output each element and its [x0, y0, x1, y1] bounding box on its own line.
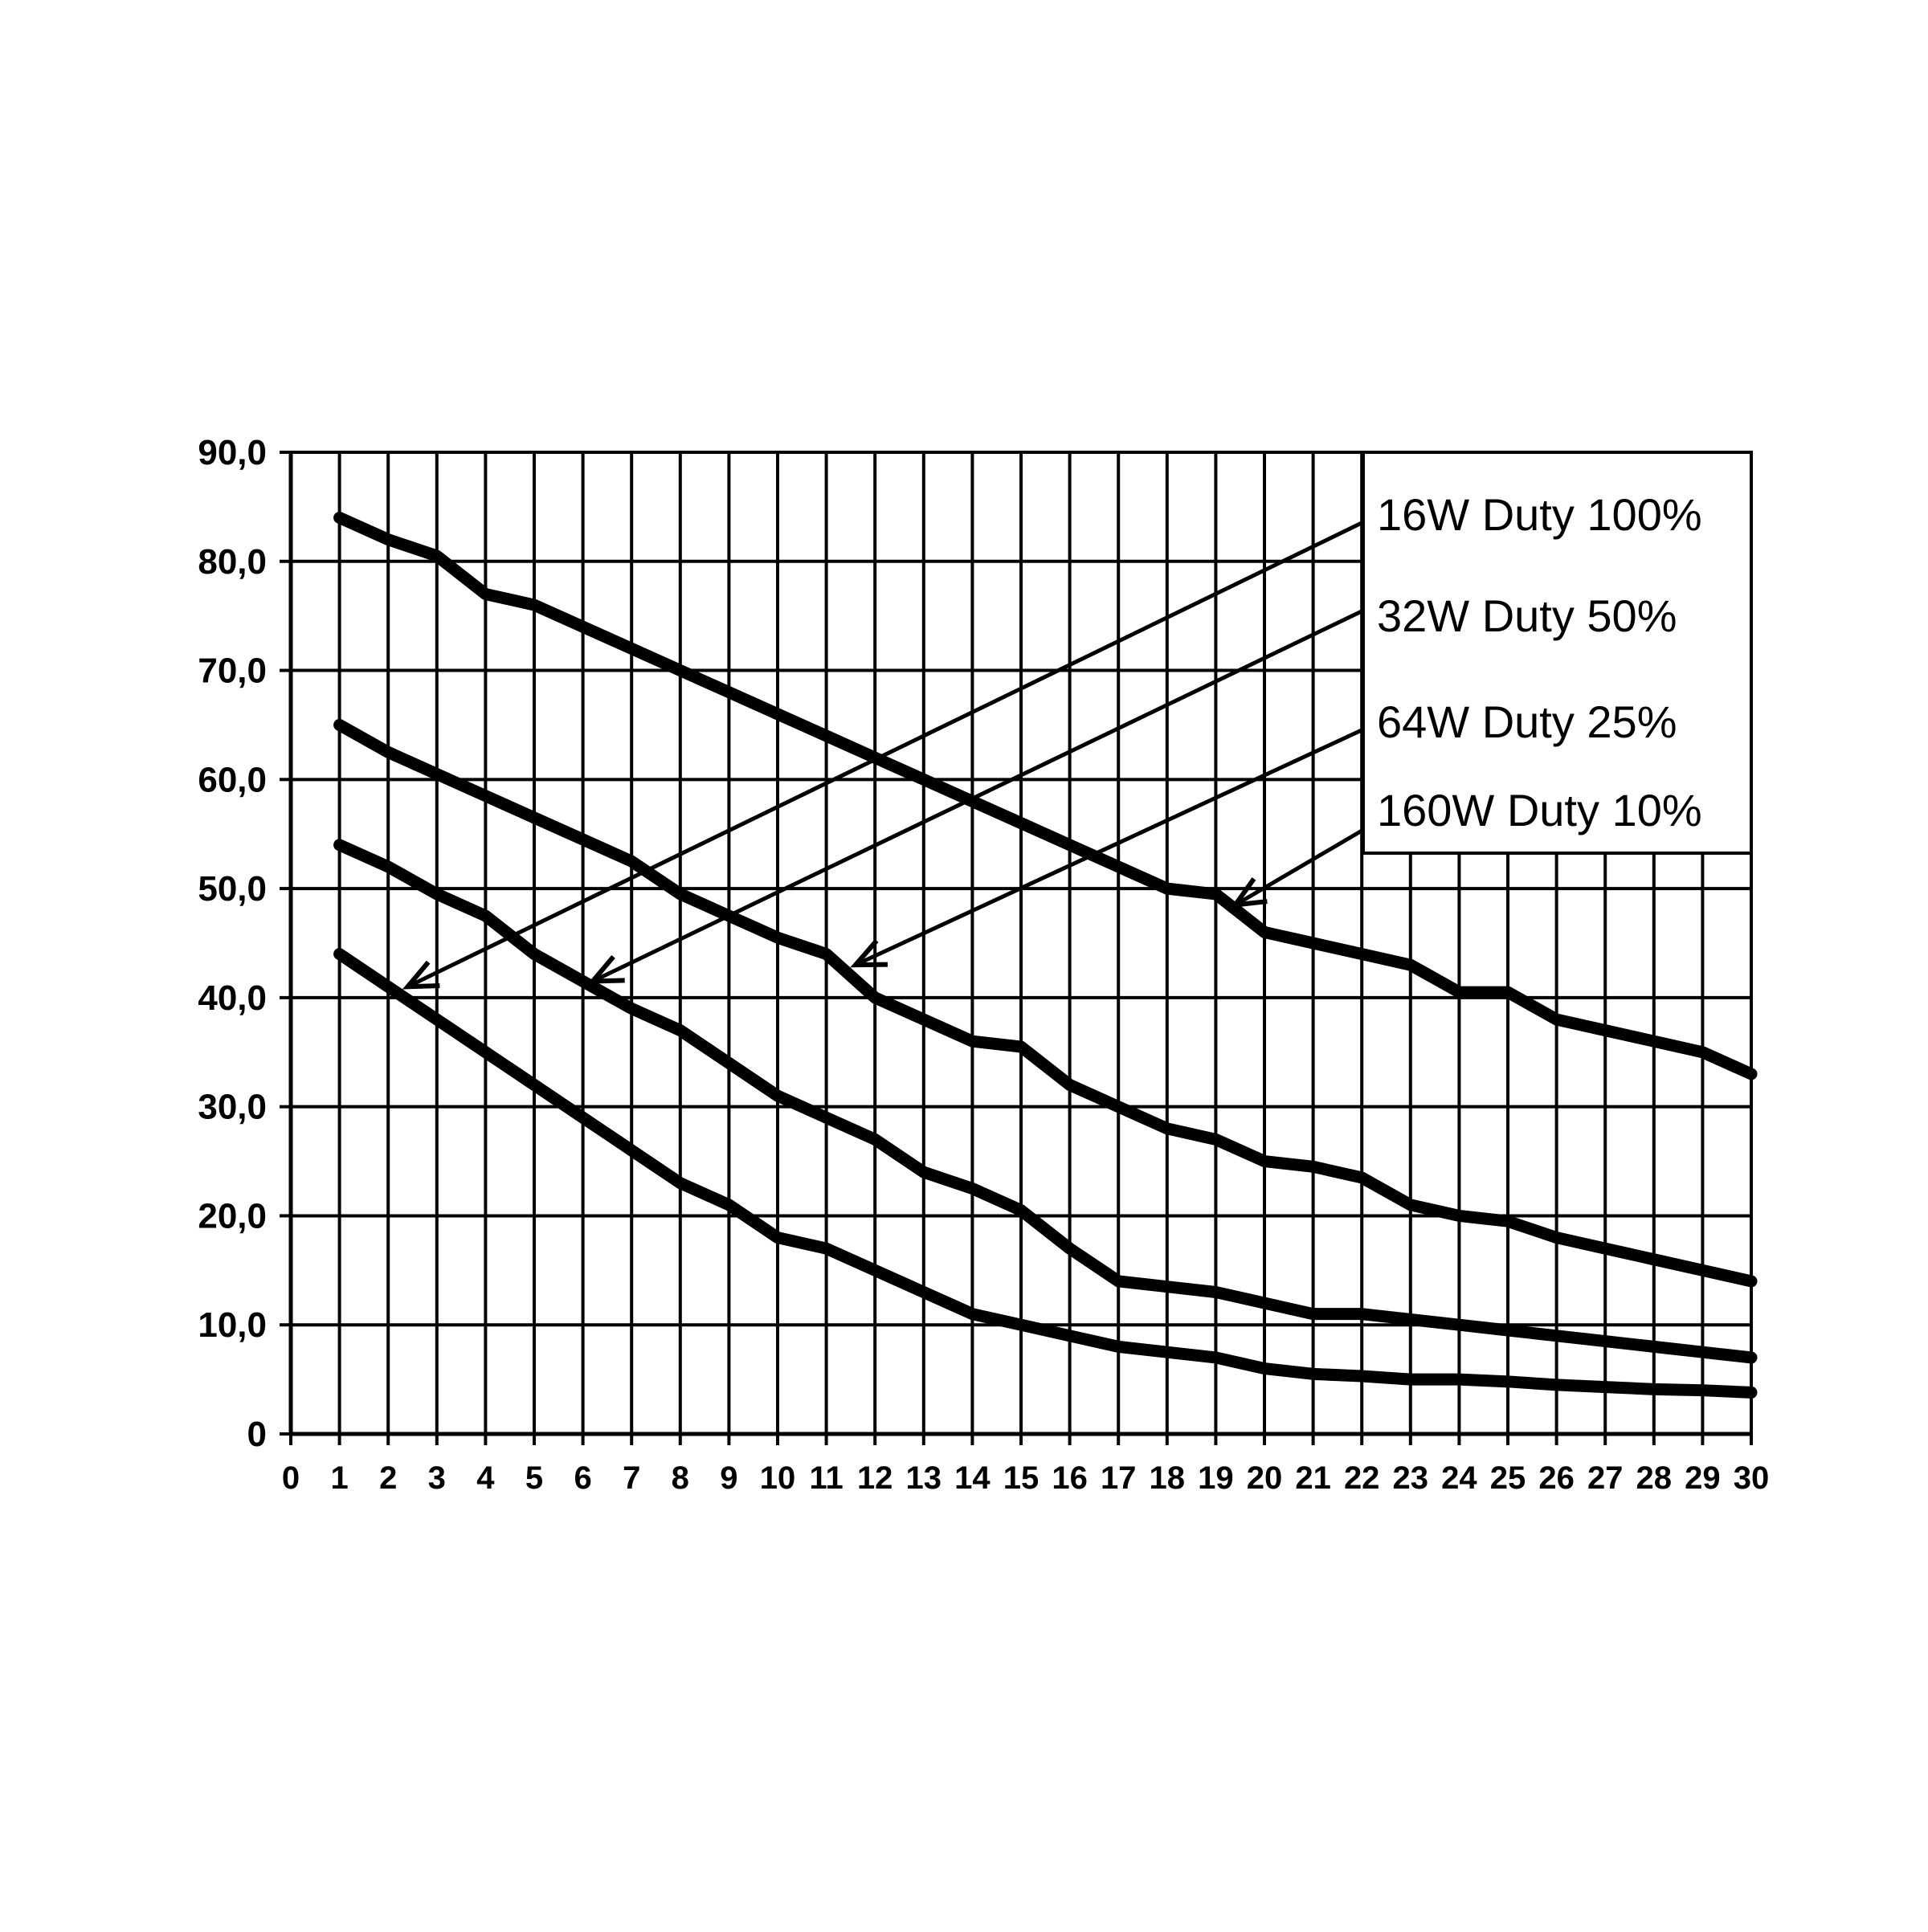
- x-tick-label: 12: [857, 1460, 893, 1496]
- x-tick-label: 11: [809, 1460, 843, 1496]
- series-lines: [333, 511, 1758, 1399]
- x-tick-label: 23: [1393, 1460, 1429, 1496]
- legend-box: [1362, 451, 1753, 855]
- x-tick-label: 24: [1441, 1460, 1477, 1496]
- y-axis-ticks: 0 10,0 20,0 30,0 40,0 50,0 60,0 70,0 80,0 90,0: [198, 433, 267, 1454]
- x-tick-label: 27: [1587, 1460, 1624, 1496]
- x-tick-label: 6: [574, 1460, 591, 1496]
- x-tick-label: 14: [954, 1460, 991, 1496]
- leader-arrowhead-4: [1230, 877, 1268, 909]
- y-tick-label: 90,0: [198, 433, 267, 472]
- series-line-2: [333, 718, 1758, 1288]
- y-tick-label: 10,0: [198, 1305, 267, 1345]
- x-tick-label: 8: [672, 1460, 689, 1496]
- x-tick-label: 7: [623, 1460, 640, 1496]
- x-tick-label: 28: [1636, 1460, 1673, 1496]
- leader-line-1: [406, 520, 1365, 989]
- x-tick-label: 17: [1101, 1460, 1137, 1496]
- series-line-3: [333, 839, 1758, 1364]
- x-tick-label: 13: [906, 1460, 942, 1496]
- x-tick-label: 26: [1538, 1460, 1575, 1496]
- leader-arrowhead-1: [402, 960, 440, 990]
- x-tick-label: 22: [1344, 1460, 1380, 1496]
- x-tick-label: 0: [282, 1460, 300, 1496]
- y-tick-label: 50,0: [198, 869, 267, 909]
- x-tick-label: 10: [760, 1460, 796, 1496]
- x-tick-label: 16: [1052, 1460, 1088, 1496]
- y-tick-label: 0: [247, 1415, 267, 1454]
- x-tick-label: 15: [1003, 1460, 1040, 1496]
- x-tick-label: 3: [428, 1460, 446, 1496]
- legend-entry-3: 64W Duty 25%: [1377, 696, 1677, 747]
- x-tick-label: 25: [1490, 1460, 1526, 1496]
- y-tick-label: 40,0: [198, 978, 267, 1018]
- leader-line-2: [591, 608, 1365, 983]
- x-tick-label: 29: [1685, 1460, 1721, 1496]
- y-tick-label: 80,0: [198, 542, 267, 582]
- x-tick-label: 5: [525, 1460, 543, 1496]
- x-tick-label: 18: [1150, 1460, 1186, 1496]
- y-tick-label: 20,0: [198, 1196, 267, 1236]
- y-tick-label: 60,0: [198, 760, 267, 799]
- leader-arrowhead-2: [587, 955, 625, 984]
- x-tick-label: 1: [330, 1460, 348, 1496]
- x-tick-label: 20: [1247, 1460, 1283, 1496]
- series-line-1: [333, 511, 1758, 1080]
- x-tick-label: 9: [720, 1460, 737, 1496]
- x-tick-label: 2: [379, 1460, 397, 1496]
- series-line-4: [333, 948, 1758, 1399]
- y-tick-label: 70,0: [198, 651, 267, 691]
- x-tick-label: 30: [1734, 1460, 1770, 1496]
- legend-background: [1362, 451, 1753, 855]
- legend-entry-4: 160W Duty 10%: [1377, 785, 1702, 835]
- y-tick-label: 30,0: [198, 1088, 267, 1127]
- leader-line-3: [854, 727, 1365, 967]
- leader-arrowhead-3: [850, 939, 888, 968]
- x-tick-label: 4: [476, 1460, 495, 1496]
- legend: 16W Duty 100% 32W Duty 50% 64W Duty 25% 160…: [1377, 489, 1702, 835]
- legend-entry-2: 32W Duty 50%: [1377, 590, 1677, 641]
- x-tick-label: 19: [1198, 1460, 1234, 1496]
- leader-line-4: [1234, 827, 1365, 907]
- legend-entry-1: 16W Duty 100%: [1377, 489, 1702, 540]
- legend-leader-arrows: [402, 520, 1365, 990]
- x-tick-label: 21: [1295, 1460, 1331, 1496]
- x-axis-ticks: 0 1 2 3 4 5 6 7 8 9 10 11 12 13 14 15 16 17 18 19 20 21 22 23 24…: [282, 1460, 1769, 1496]
